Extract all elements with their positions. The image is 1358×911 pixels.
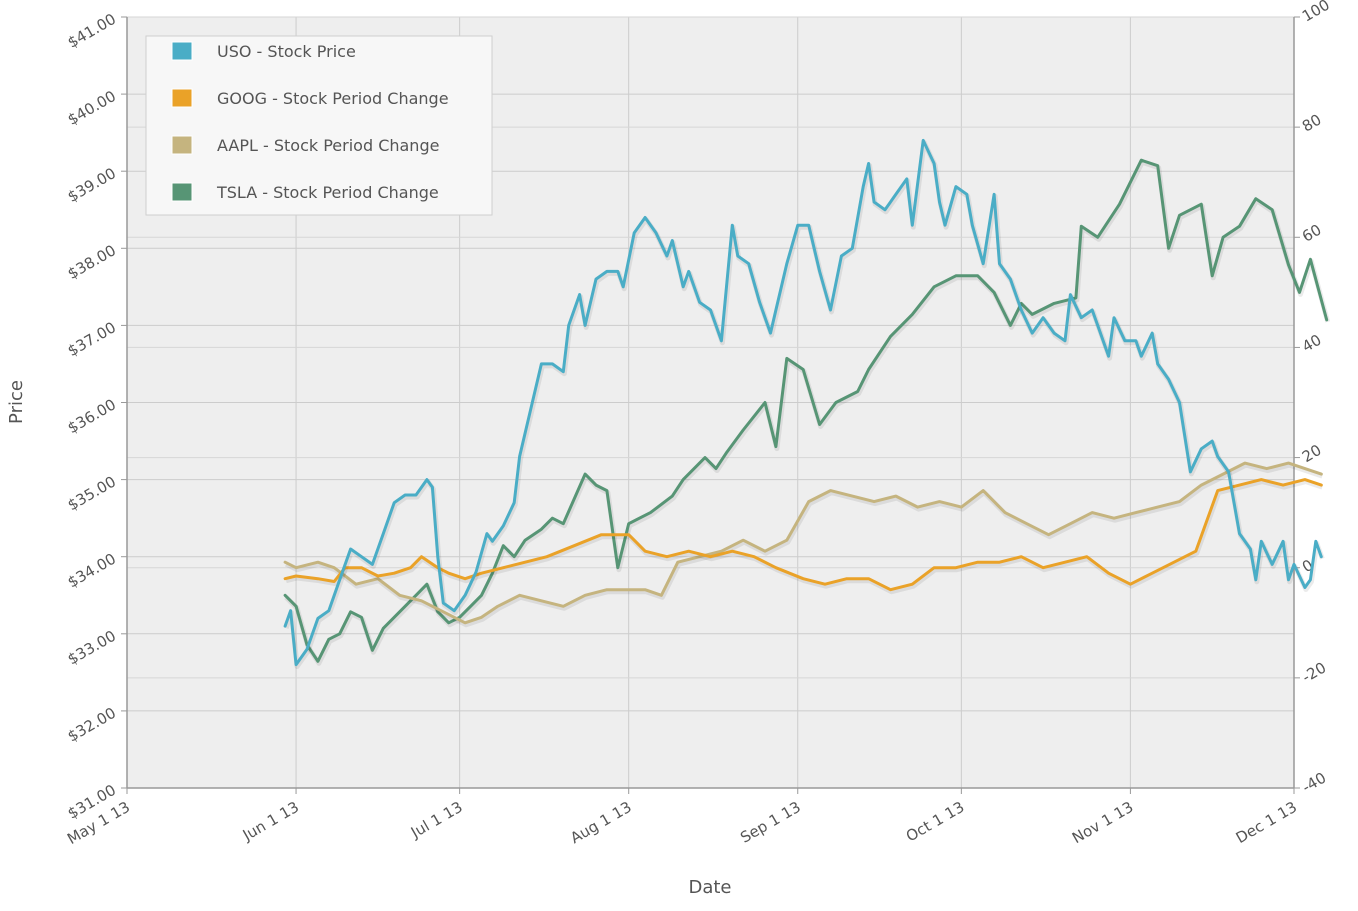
x-tick-label: Oct 1 13 (903, 798, 968, 846)
legend: USO - Stock Price GOOG - Stock Period Cha… (145, 35, 493, 216)
legend-label: TSLA - Stock Period Change (216, 183, 439, 202)
legend-label: USO - Stock Price (217, 42, 356, 61)
y2-tick-label: -40 (1299, 769, 1329, 797)
y2-tick-label: 40 (1299, 331, 1325, 356)
legend-swatch (171, 41, 193, 61)
y2-tick-label: 60 (1299, 221, 1325, 246)
y2-tick-label: 20 (1299, 441, 1325, 466)
series-line-uso (283, 138, 1323, 667)
series-line-tsla (283, 158, 1329, 663)
y-tick-label: $35.00 (65, 472, 119, 514)
y-tick-label: $34.00 (65, 550, 119, 592)
y-tick-label: $33.00 (65, 627, 119, 669)
y-axis-title: Price (6, 380, 27, 424)
x-tick-label: Nov 1 13 (1069, 798, 1136, 847)
x-tick-label: Dec 1 13 (1233, 798, 1300, 847)
y-tick-label: $39.00 (65, 164, 119, 206)
series-lines (283, 138, 1331, 670)
y-tick-label: $32.00 (65, 704, 119, 746)
series-shadow (284, 159, 1331, 666)
y2-tick-label: 100 (1299, 0, 1333, 25)
legend-swatch (171, 135, 193, 155)
y2-tick-label: -20 (1299, 658, 1329, 686)
x-tick-label: Jun 1 13 (239, 798, 302, 845)
legend-box (145, 35, 493, 216)
series-line-goog (283, 478, 1323, 592)
legend-label: AAPL - Stock Period Change (217, 136, 439, 155)
x-tick-label: Jul 1 13 (407, 798, 466, 842)
x-tick-label: Sep 1 13 (737, 798, 804, 847)
x-axis-title: Date (688, 877, 731, 898)
x-tick-label: Aug 1 13 (567, 798, 634, 847)
series-line-aapl (283, 461, 1323, 625)
y2-tick-label: 80 (1299, 110, 1325, 135)
y-tick-label: $37.00 (65, 318, 119, 360)
y-tick-label: $36.00 (65, 395, 119, 437)
legend-label: GOOG - Stock Period Change (217, 89, 449, 108)
y-tick-label: $40.00 (65, 87, 119, 129)
y-tick-label: $38.00 (65, 241, 119, 283)
y-tick-label: $41.00 (65, 10, 119, 52)
legend-swatch (171, 88, 193, 108)
legend-swatch (171, 182, 193, 202)
